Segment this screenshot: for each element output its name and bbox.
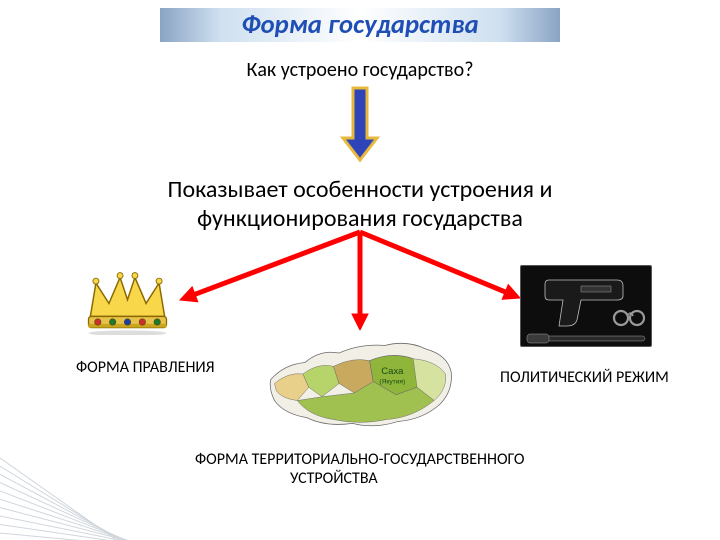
- crown-icon: [80, 270, 175, 335]
- slide-title: Форма государства: [160, 8, 560, 42]
- political-regime-icon: [520, 265, 652, 347]
- branch-center-line1: ФОРМА ТЕРРИТОРИАЛЬНО-ГОСУДАРСТВЕННОГО: [195, 450, 524, 469]
- svg-text:Саха: Саха: [381, 366, 404, 377]
- branch-right-label: ПОЛИТИЧЕСКИЙ РЕЖИМ: [500, 368, 669, 387]
- description-line1: Показывает особенности устроения и: [168, 175, 553, 204]
- corner-decoration: [0, 410, 190, 540]
- russia-map-icon: Саха (Якутия): [265, 330, 455, 435]
- branch-left-label: ФОРМА ПРАВЛЕНИЯ: [76, 358, 215, 377]
- svg-text:(Якутия): (Якутия): [379, 378, 405, 385]
- branch-center-line2: УСТРОЙСТВА: [290, 469, 378, 488]
- description: Показывает особенности устроения и функц…: [0, 175, 720, 233]
- branch-center-label: ФОРМА ТЕРРИТОРИАЛЬНО-ГОСУДАРСТВЕННОГО УС…: [195, 450, 524, 488]
- subtitle-text: Как устроено государство?: [247, 58, 474, 82]
- subtitle: Как устроено государство?: [0, 58, 720, 82]
- title-text: Форма государства: [241, 9, 478, 41]
- description-line2: функционирования государства: [197, 204, 523, 233]
